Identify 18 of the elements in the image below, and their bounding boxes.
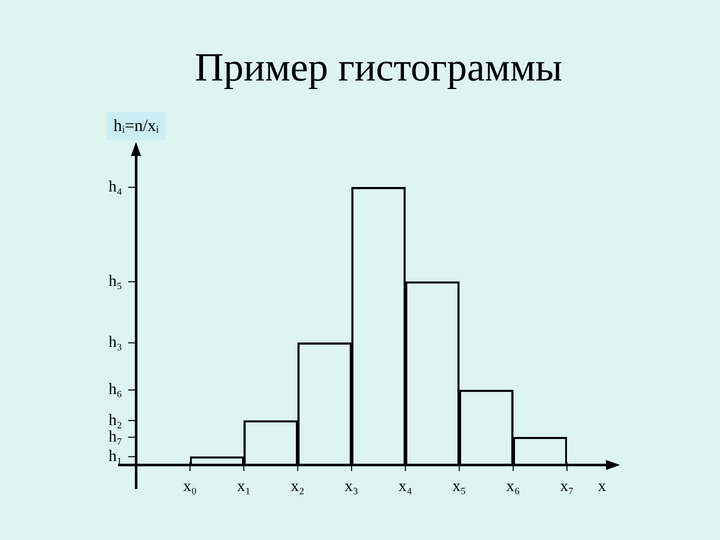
chart-title: Пример гистограммы [194, 44, 562, 90]
x-axis-title: x [598, 478, 606, 496]
text: x₁ [237, 478, 251, 496]
text: x₀ [183, 478, 197, 496]
text: h₃ [108, 334, 122, 352]
y-axis-title: hᵢ=n/xᵢ [107, 112, 165, 140]
text: h₄ [108, 178, 123, 196]
text: x₆ [506, 478, 520, 496]
text: h₇ [108, 428, 122, 446]
text: x₃ [344, 478, 358, 496]
text: h₆ [108, 381, 122, 398]
text: h₁ [108, 448, 122, 465]
text: x₅ [452, 478, 466, 496]
text: x₇ [560, 478, 574, 496]
text: h₂ [108, 412, 122, 429]
text: h₅ [108, 272, 122, 290]
text: x₂ [290, 478, 305, 496]
text: x₄ [398, 478, 413, 496]
